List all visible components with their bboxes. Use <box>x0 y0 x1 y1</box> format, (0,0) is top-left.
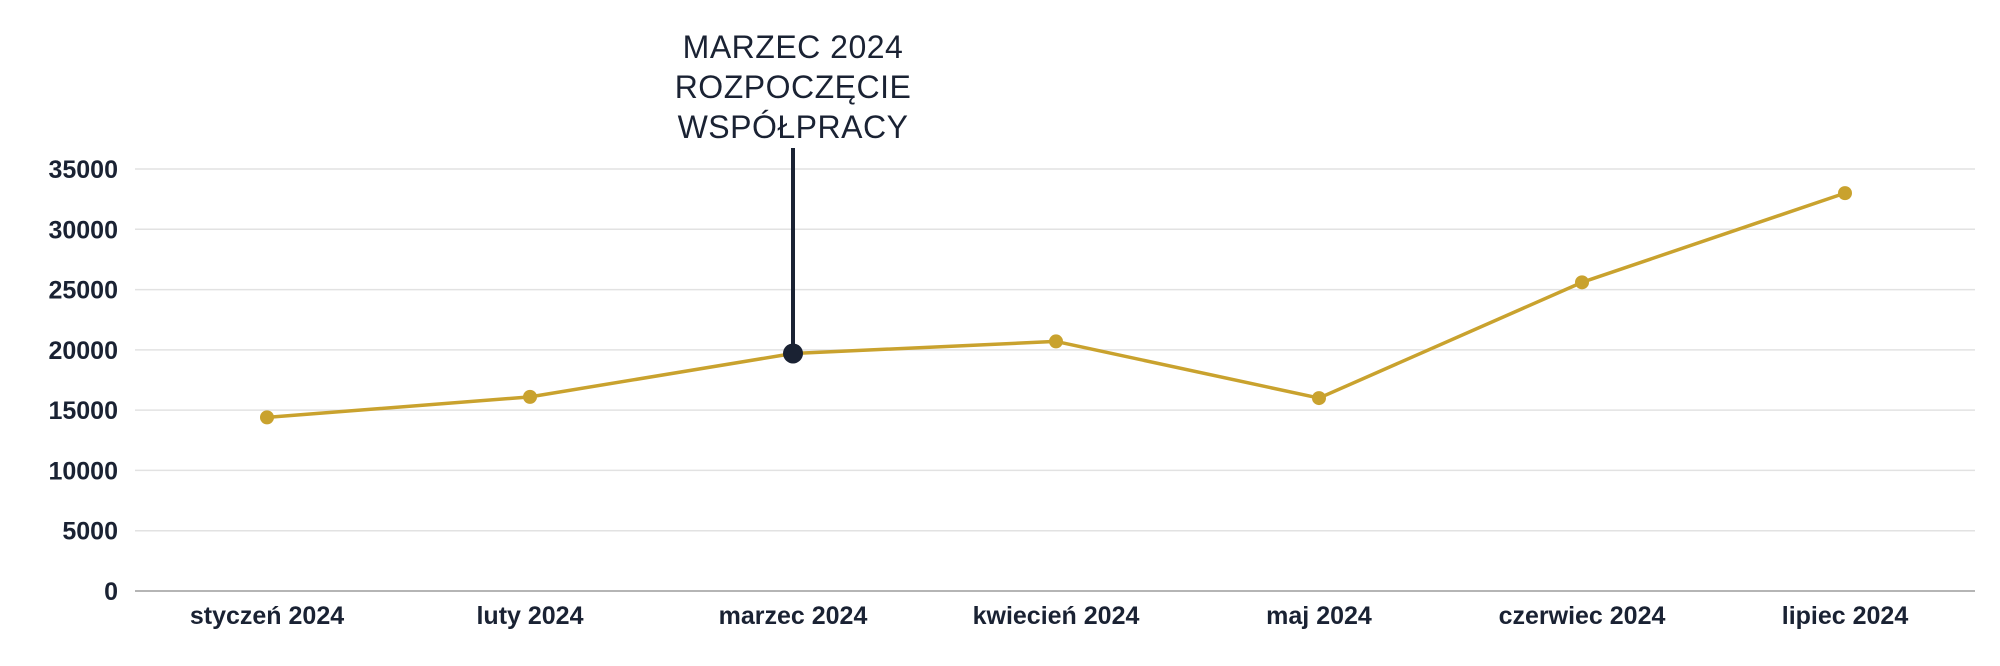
y-tick-label: 10000 <box>48 457 118 485</box>
y-tick-label: 0 <box>104 578 118 606</box>
data-point <box>260 410 274 425</box>
annotation-text-line: MARZEC 2024 <box>683 29 904 65</box>
y-tick-label: 20000 <box>48 337 118 365</box>
data-point <box>1049 334 1063 349</box>
x-tick-label: maj 2024 <box>1266 602 1372 630</box>
data-point <box>523 389 537 404</box>
data-points <box>260 186 1852 425</box>
x-axis-ticks: styczeń 2024 luty 2024 marzec 2024 kwiecień… <box>190 602 1908 630</box>
series-line <box>266 191 1846 420</box>
y-tick-label: 25000 <box>48 277 118 305</box>
x-tick-label: czerwiec 2024 <box>1499 602 1666 630</box>
data-point <box>1838 186 1852 201</box>
x-tick-label: lipiec 2024 <box>1782 602 1909 630</box>
data-point <box>1312 391 1326 406</box>
x-tick-label: kwiecień 2024 <box>973 602 1140 630</box>
annotation: MARZEC 2024 ROZPOCZĘCIE WSPÓŁPRACY <box>675 29 912 354</box>
y-tick-label: 5000 <box>62 518 118 546</box>
y-axis-ticks: 0 5000 10000 15000 20000 25000 30000 35000 <box>48 156 118 606</box>
x-tick-label: marzec 2024 <box>719 602 868 630</box>
x-tick-label: styczeń 2024 <box>190 602 344 630</box>
annotation-text-line: WSPÓŁPRACY <box>678 109 909 145</box>
y-tick-label: 15000 <box>48 397 118 425</box>
highlight-point <box>783 343 803 364</box>
gridlines <box>135 168 1975 532</box>
annotation-text-line: ROZPOCZĘCIE <box>675 69 912 105</box>
data-point <box>1575 275 1589 290</box>
x-tick-label: luty 2024 <box>476 602 583 630</box>
y-tick-label: 35000 <box>48 156 118 184</box>
y-tick-label: 30000 <box>48 216 118 244</box>
